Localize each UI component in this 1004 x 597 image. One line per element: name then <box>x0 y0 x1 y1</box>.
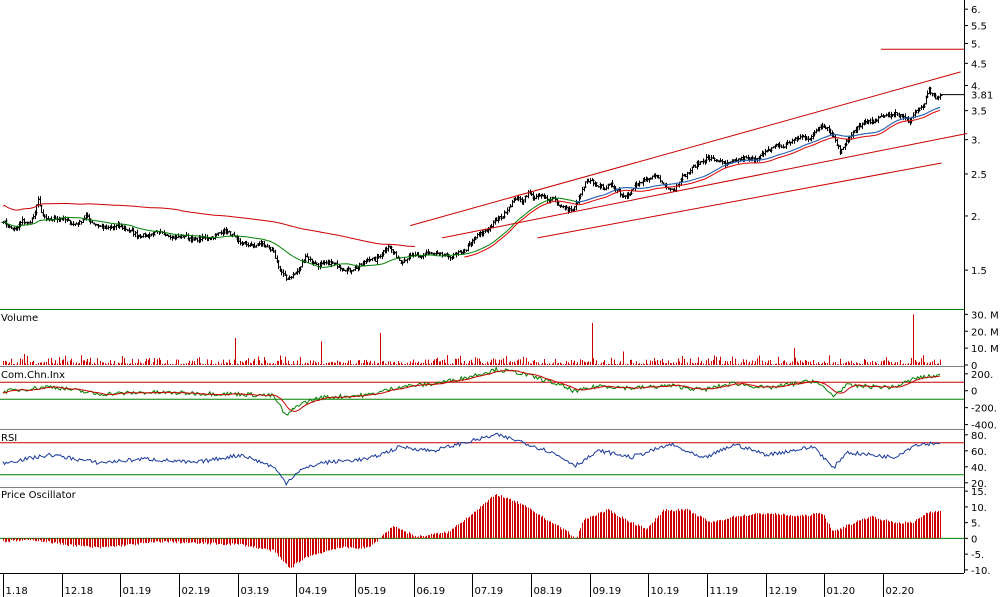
volume-tick-label: 10. M <box>971 344 999 355</box>
cci-tick-label: 200. <box>971 370 993 381</box>
moving-average-line <box>464 109 941 258</box>
x-tick-label: 06.19 <box>417 586 446 597</box>
x-tick-label: 02.20 <box>886 586 915 597</box>
cci-line <box>2 365 941 416</box>
price-tick-label: 2. <box>971 212 981 223</box>
cci-tick-label: 0 <box>971 387 977 398</box>
oscillator-tick-label: -10. <box>971 566 991 577</box>
panel-frames <box>0 0 965 574</box>
regression-channel-line <box>410 71 961 227</box>
price-tick-label: 5. <box>971 39 981 50</box>
price-oscillator-panel-title: Price Oscillator <box>1 490 76 501</box>
cci-tick-label: -200. <box>971 404 997 415</box>
volume-panel <box>3 314 941 365</box>
x-tick-label: 01.20 <box>827 586 856 597</box>
long-moving-average-line <box>2 203 416 247</box>
x-tick-label: 09.19 <box>593 586 622 597</box>
regression-channel-line <box>441 132 968 239</box>
volume-tick-label: 20. M <box>971 327 999 338</box>
oscillator-tick-label: -5. <box>971 550 984 561</box>
cci-tick-label: -400. <box>971 421 997 432</box>
oscillator-tick-label: 10. <box>971 503 987 514</box>
last-price-label: 3.81 <box>971 91 993 102</box>
x-tick-label: 03.19 <box>241 586 270 597</box>
cci-signal-line <box>2 369 941 412</box>
x-tick-label: 11.19 <box>710 586 739 597</box>
x-tick-label: 12.18 <box>65 586 94 597</box>
price-tick-label: 5.5 <box>971 22 987 33</box>
price-tick-label: 2.5 <box>971 170 987 181</box>
x-tick-label: 01.19 <box>123 586 152 597</box>
oscillator-tick-label: 5. <box>971 519 981 530</box>
price-tick-label: 6. <box>971 5 981 16</box>
rsi-tick-label: 40. <box>971 463 987 474</box>
rsi-tick-label: 80. <box>971 431 987 442</box>
rsi-panel-title: RSI <box>1 433 18 444</box>
x-tick-label: 08.19 <box>534 586 563 597</box>
cci-panel <box>0 365 964 416</box>
price-tick-label: 4. <box>971 81 981 92</box>
price-oscillator-panel <box>0 494 964 568</box>
x-tick-label: 1.18 <box>6 586 28 597</box>
price-tick-label: 4.5 <box>971 59 987 70</box>
rsi-line <box>2 432 941 486</box>
volume-panel-title: Volume <box>1 313 39 324</box>
oscillator-tick-label: 0 <box>971 534 977 545</box>
cci-panel-title: Com.Chn.Inx <box>1 370 66 381</box>
x-tick-label: 12.19 <box>769 586 798 597</box>
x-tick-label: 10.19 <box>651 586 680 597</box>
x-tick-label: 07.19 <box>475 586 504 597</box>
volume-tick-label: 30. M <box>971 310 999 321</box>
x-tick-label: 02.19 <box>182 586 211 597</box>
rsi-panel <box>0 432 964 486</box>
x-tick-label: 05.19 <box>358 586 387 597</box>
price-panel <box>1 48 968 281</box>
regression-channel-line <box>537 162 942 239</box>
oscillator-tick-label: 15. <box>971 487 987 498</box>
rsi-tick-label: 60. <box>971 447 987 458</box>
volume-tick-label: 0 <box>971 361 977 372</box>
moving-average-line <box>575 106 941 203</box>
axes: 6. 5.5 5. 4.5 4. 3.5 3. 2.5 2. 1.5 3.81 30. M 20. M 1… <box>3 5 999 597</box>
price-tick-label: 3.5 <box>971 107 987 118</box>
price-tick-label: 1.5 <box>971 266 987 277</box>
rsi-tick-label: 20. <box>971 479 987 490</box>
x-tick-label: 04.19 <box>299 586 328 597</box>
price-tick-label: 3. <box>971 136 981 147</box>
